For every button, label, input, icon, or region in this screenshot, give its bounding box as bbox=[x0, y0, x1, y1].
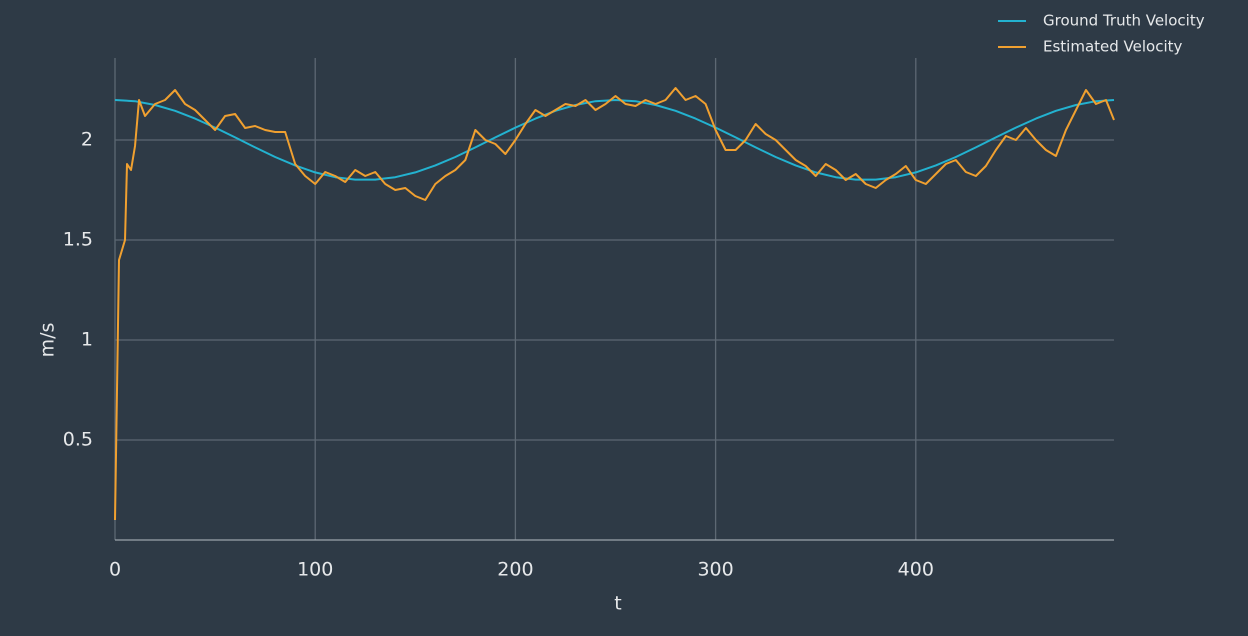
x-tick-label: 400 bbox=[898, 559, 934, 581]
y-tick-label: 0.5 bbox=[63, 429, 93, 451]
x-tick-label: 0 bbox=[109, 559, 121, 581]
series-line bbox=[114, 99, 1115, 181]
x-tick-label: 300 bbox=[697, 559, 733, 581]
x-tick-label: 200 bbox=[497, 559, 533, 581]
y-tick-label: 1.5 bbox=[63, 229, 93, 251]
x-tick-label: 100 bbox=[297, 559, 333, 581]
x-axis-label: t bbox=[614, 593, 621, 615]
legend-label: Ground Truth Velocity bbox=[1043, 12, 1205, 30]
series-line bbox=[114, 87, 1115, 521]
y-axis-label: m/s bbox=[37, 323, 59, 358]
y-tick-label: 2 bbox=[81, 129, 93, 151]
legend-label: Estimated Velocity bbox=[1043, 38, 1183, 56]
y-tick-label: 1 bbox=[81, 329, 93, 351]
